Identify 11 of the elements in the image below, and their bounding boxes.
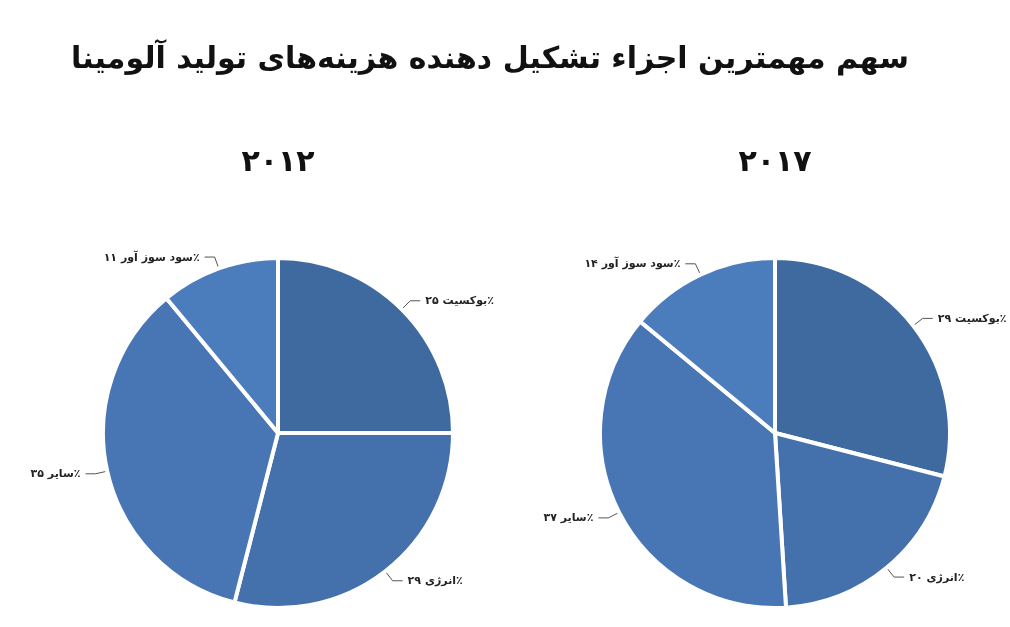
slice-label: سود سوز آور ۱۱٪ [103,249,200,264]
text: سهم مهمترین اجزاء تشکیل دهنده هزینه‌های تولید آلومینا [70,40,910,75]
slice-label: سایر ۳۵٪ [30,467,81,481]
slice-label: بوکسیت ۲۹٪ [937,311,1007,325]
slice-label: انرژی ۲۰٪ [909,570,965,584]
chart-title: ۲۰۱۷ [738,142,812,178]
slice-label: بوکسیت ۲۵٪ [425,294,494,308]
chart-title: ۲۰۱۲ [241,142,315,178]
slice-label: انرژی ۲۹٪ [407,574,463,588]
slice-label: سود سوز آور ۱۴٪ [584,256,681,271]
slice-label: سایر ۳۷٪ [543,511,594,525]
